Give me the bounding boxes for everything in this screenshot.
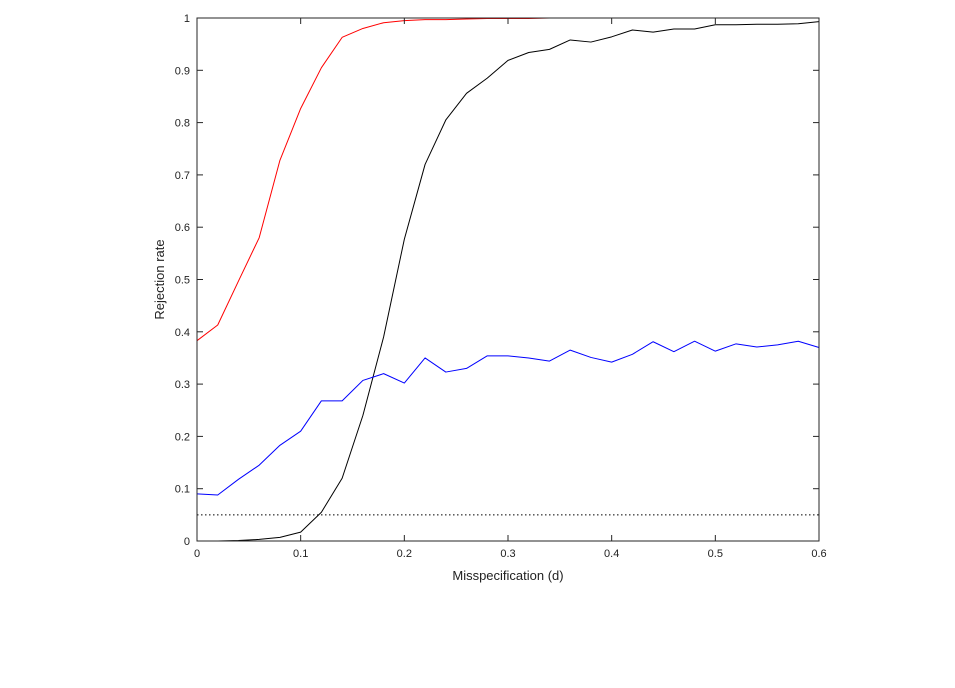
x-tick-label: 0.3 xyxy=(500,548,515,560)
x-axis-label: Misspecification (d) xyxy=(452,568,563,583)
y-tick-label: 0.2 xyxy=(175,431,190,443)
x-tick-label: 0.4 xyxy=(604,548,619,560)
x-tick-label: 0.6 xyxy=(811,548,826,560)
series-line-3 xyxy=(196,340,820,496)
y-tick-label: 1 xyxy=(184,13,190,25)
y-tick-label: 0.6 xyxy=(175,222,190,234)
plot-area xyxy=(197,18,819,541)
y-axis-label: Rejection rate xyxy=(152,239,167,319)
x-tick-label: 0 xyxy=(194,548,200,560)
x-tick-label: 0.5 xyxy=(708,548,723,560)
series-line-2 xyxy=(197,21,820,542)
y-tick-label: 0.4 xyxy=(175,327,190,339)
x-tick-label: 0.2 xyxy=(397,548,412,560)
y-tick-label: 0.8 xyxy=(175,118,190,130)
y-tick-label: 0.1 xyxy=(175,484,190,496)
y-tick-label: 0.3 xyxy=(175,379,190,391)
y-tick-label: 0.7 xyxy=(175,170,190,182)
y-tick-label: 0 xyxy=(184,536,190,548)
y-tick-label: 0.9 xyxy=(175,65,190,77)
x-tick-label: 0.1 xyxy=(293,548,308,560)
tick-layer: 0 0.1 0.2 0.3 0.4 0.5 0.6 0 0.1 0.2 0.3 0.4 0.5 0.6 0.… xyxy=(175,13,827,560)
y-tick-label: 0.5 xyxy=(175,275,190,287)
